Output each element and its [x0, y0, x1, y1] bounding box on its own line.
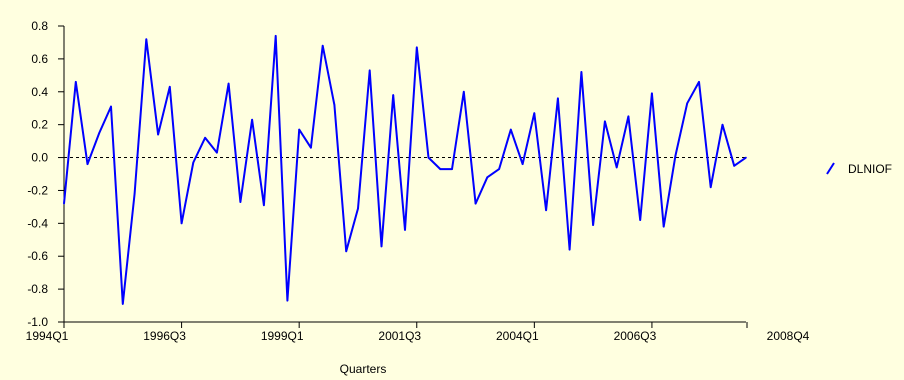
data-point [192, 161, 195, 164]
data-point [415, 46, 418, 49]
data-point [204, 137, 206, 139]
data-point [557, 97, 559, 100]
y-tick-label: -0.4 [27, 216, 48, 230]
data-point [392, 94, 395, 96]
legend: DLNIOF [826, 162, 892, 176]
data-point [145, 38, 148, 40]
x-axis-title: Quarters [340, 362, 387, 376]
data-point [98, 132, 101, 134]
y-tick-label: 0.2 [31, 118, 48, 132]
y-tick-label: 0.6 [31, 52, 48, 66]
data-point [380, 245, 383, 248]
data-point [462, 90, 465, 93]
data-point [180, 222, 183, 225]
data-point [86, 163, 89, 165]
data-point [639, 219, 641, 221]
data-point [404, 229, 406, 231]
data-point [239, 201, 242, 203]
data-point [157, 133, 159, 136]
y-tick-label: 0.4 [31, 85, 48, 99]
data-point [604, 120, 606, 123]
data-point [133, 192, 136, 195]
data-point [721, 123, 724, 126]
series-group [63, 34, 747, 305]
data-point [368, 69, 371, 72]
data-point [345, 250, 348, 253]
y-axis: 0.8 0.6 0.4 0.2 0.0 -0.2 -0.4 -0.6 -0.8 -1.0 [27, 19, 65, 329]
y-tick-label: -0.6 [27, 249, 48, 263]
data-point [686, 102, 689, 105]
x-tick-label: 2008Q4 [767, 329, 810, 343]
data-point [698, 81, 700, 83]
data-point [110, 105, 112, 108]
data-point [651, 92, 653, 95]
y-tick-label: 0.0 [31, 151, 48, 165]
data-point [310, 146, 312, 149]
data-point [674, 155, 677, 157]
data-point [63, 202, 65, 205]
data-point [357, 207, 359, 210]
data-point [615, 166, 618, 169]
data-point [251, 118, 253, 121]
data-point [169, 86, 171, 88]
data-point [74, 81, 77, 83]
data-point [545, 209, 547, 211]
x-tick-label: 2004Q1 [496, 329, 539, 343]
data-point [568, 248, 571, 251]
data-point [321, 44, 324, 47]
x-axis: 1994Q1 1996Q3 1999Q1 2001Q3 2004Q1 2006Q3 2008… [26, 321, 810, 343]
data-point [427, 156, 430, 159]
data-point [474, 202, 477, 205]
data-point [439, 168, 442, 170]
x-tick-label: 1999Q1 [261, 329, 304, 343]
data-point [121, 303, 124, 305]
data-point [263, 204, 265, 207]
data-point [745, 156, 747, 159]
y-tick-label: 0.8 [31, 19, 48, 33]
data-point [451, 168, 453, 170]
data-point [216, 151, 218, 154]
data-point [709, 186, 712, 188]
data-point [227, 82, 230, 85]
y-tick-label: -0.8 [27, 282, 48, 296]
data-point [533, 112, 536, 114]
legend-swatch-dlniof [826, 162, 835, 175]
data-point [510, 128, 512, 131]
x-tick-label: 1994Q1 [26, 329, 69, 343]
data-point [486, 176, 489, 179]
data-point [286, 299, 289, 302]
data-point [298, 128, 300, 131]
legend-label-dlniof: DLNIOF [848, 162, 892, 176]
data-point [580, 71, 583, 73]
y-tick-label: -1.0 [27, 315, 48, 329]
data-point [733, 164, 736, 167]
data-point [521, 163, 524, 165]
x-tick-label: 2006Q3 [614, 329, 657, 343]
x-tick-label: 1996Q3 [143, 329, 186, 343]
data-point [333, 104, 336, 106]
data-point [627, 115, 630, 118]
data-point [498, 168, 500, 170]
data-point [592, 224, 594, 226]
y-tick-label: -0.2 [27, 183, 48, 197]
x-tick-label: 2001Q3 [378, 329, 421, 343]
data-point [662, 225, 665, 228]
data-point [274, 35, 277, 37]
